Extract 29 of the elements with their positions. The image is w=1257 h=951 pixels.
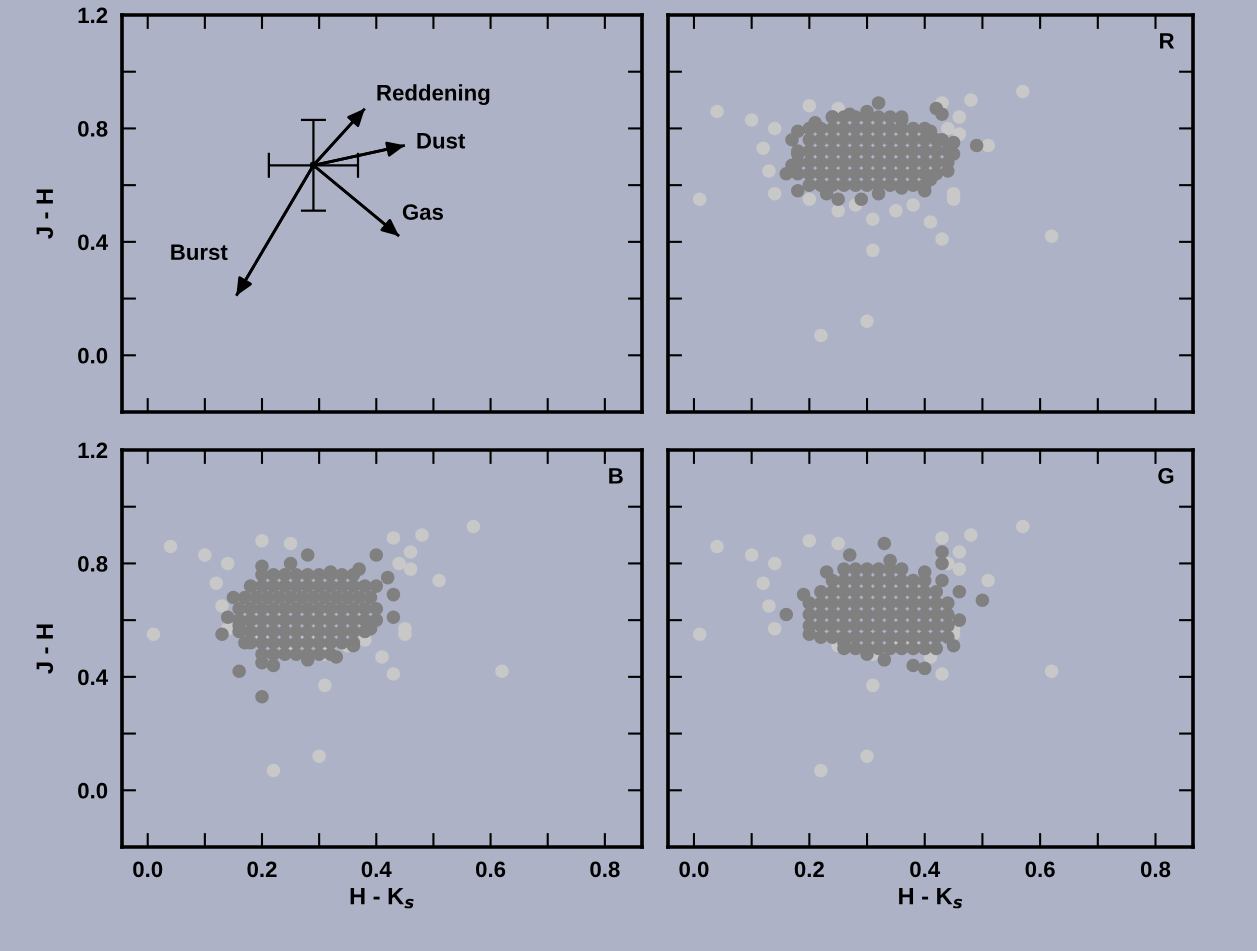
y-tick-label: 1.2 bbox=[78, 442, 108, 459]
y-tick-label: 0.0 bbox=[78, 782, 108, 799]
annotation: Reddening bbox=[377, 84, 490, 106]
x-tick-label: 0.6 bbox=[476, 861, 506, 878]
annotation: G bbox=[1158, 468, 1174, 484]
y-tick-label: 0.4 bbox=[78, 669, 108, 686]
x-axis-title: H - K$_{s}$ bbox=[350, 887, 414, 909]
x-tick-label: 0.6 bbox=[1025, 861, 1055, 878]
y-tick-label: 0.8 bbox=[78, 120, 108, 137]
annotation: Burst bbox=[171, 244, 228, 261]
annotation: B bbox=[609, 468, 623, 484]
y-tick-label: 1.2 bbox=[78, 7, 108, 24]
y-axis-title: J - H bbox=[36, 624, 54, 674]
annotation: Dust bbox=[417, 133, 466, 149]
x-axis-title: H - K$_{s}$ bbox=[899, 887, 963, 909]
x-tick-label: 0.2 bbox=[247, 861, 277, 878]
x-tick-label: 0.4 bbox=[910, 861, 941, 878]
y-tick-label: 0.0 bbox=[78, 347, 108, 364]
x-tick-label: 0.0 bbox=[133, 861, 163, 878]
x-tick-label: 0.8 bbox=[590, 861, 620, 878]
y-axis-title: J - H bbox=[36, 189, 54, 239]
x-tick-label: 0.8 bbox=[1140, 861, 1171, 878]
x-tick-label: 0.4 bbox=[361, 861, 392, 878]
annotation: Gas bbox=[402, 204, 444, 220]
x-tick-label: 0.0 bbox=[679, 861, 709, 878]
annotation: R bbox=[1160, 33, 1175, 49]
y-tick-label: 0.8 bbox=[78, 555, 108, 572]
x-tick-label: 0.2 bbox=[794, 861, 824, 878]
y-tick-label: 0.4 bbox=[78, 234, 108, 251]
